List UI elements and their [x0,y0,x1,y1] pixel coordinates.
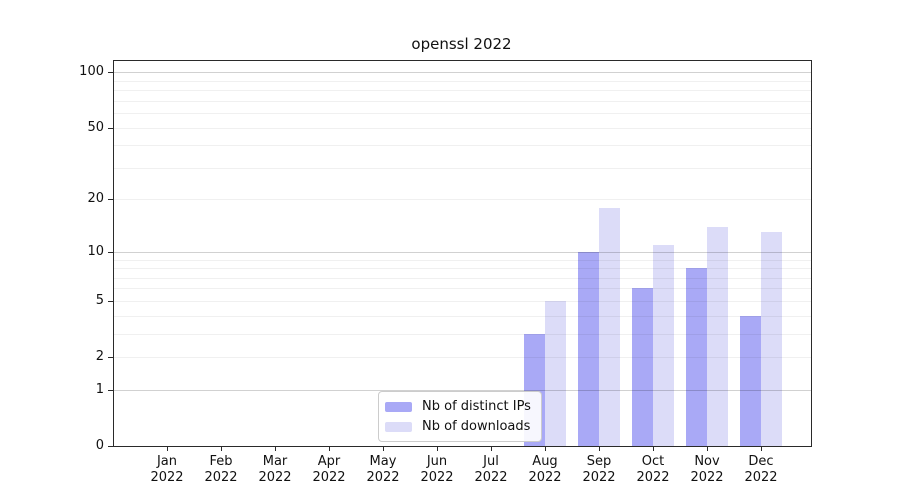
gridline-20 [114,199,811,201]
x-tick-label-may: May 2022 [353,454,413,486]
chart-title: openssl 2022 [411,35,512,53]
y-tick-label-5: 5 [95,292,104,308]
x-tick-month: Dec [748,454,774,469]
y-tick-label-1: 1 [95,381,104,397]
bar-downloads-nov [707,226,728,446]
y-tick-mark-100 [108,72,113,74]
gridline-90 [114,80,811,82]
bar-downloads-oct [653,244,674,446]
x-tick-label-apr: Apr 2022 [299,454,359,486]
x-tick-label-oct: Oct 2022 [623,454,683,486]
x-tick-year: 2022 [366,470,400,485]
x-tick-month: Jul [483,454,499,469]
legend-swatch-distinct-ips [385,401,412,412]
x-tick-month: Jun [426,454,448,469]
x-tick-mark-feb [221,447,222,451]
x-tick-mark-may [383,447,384,451]
x-tick-month: May [369,454,397,469]
x-tick-year: 2022 [528,470,562,485]
x-tick-year: 2022 [582,470,616,485]
y-tick-label-100: 100 [79,64,104,80]
legend-item-distinct-ips: Nb of distinct IPs [385,399,531,414]
bar-downloads-dec [761,232,782,446]
gridline-60 [114,113,811,115]
bar-distinct-ips-sep [578,251,599,446]
x-tick-year: 2022 [204,470,238,485]
legend-label-downloads: Nb of downloads [422,419,531,434]
x-tick-mark-mar [275,447,276,451]
y-tick-label-10: 10 [87,243,104,259]
y-tick-mark-0 [108,446,113,447]
x-tick-year: 2022 [150,470,184,485]
x-tick-year: 2022 [258,470,292,485]
x-tick-mark-oct [653,447,654,451]
bar-distinct-ips-oct [632,288,653,446]
y-tick-mark-1 [108,389,113,391]
x-tick-month: Sep [586,454,612,469]
y-tick-label-50: 50 [87,119,104,135]
bar-downloads-sep [599,207,620,446]
y-tick-label-2: 2 [95,349,104,364]
x-tick-label-jan: Jan 2022 [137,454,197,486]
x-tick-mark-sep [599,447,600,451]
bar-distinct-ips-dec [740,315,761,446]
y-tick-mark-50 [108,127,113,129]
gridline-50 [114,127,811,129]
x-tick-mark-jun [437,447,438,451]
x-tick-label-jul: Jul 2022 [461,454,521,486]
gridline-100 [114,72,811,74]
x-tick-month: Mar [262,454,288,469]
x-tick-month: Oct [641,454,665,469]
legend-swatch-downloads [385,421,412,432]
y-tick-mark-2 [108,357,113,358]
x-tick-mark-nov [707,447,708,451]
x-tick-month: Aug [532,454,558,469]
x-tick-mark-jan [167,447,168,451]
x-tick-label-nov: Nov 2022 [677,454,737,486]
y-tick-mark-20 [108,199,113,201]
legend-label-distinct-ips: Nb of distinct IPs [422,399,531,414]
x-tick-label-jun: Jun 2022 [407,454,467,486]
gridline-80 [114,90,811,92]
x-tick-year: 2022 [690,470,724,485]
x-tick-label-feb: Feb 2022 [191,454,251,486]
x-tick-year: 2022 [636,470,670,485]
x-tick-month: Jan [156,454,178,469]
bar-distinct-ips-nov [686,268,707,446]
x-tick-label-aug: Aug 2022 [515,454,575,486]
x-tick-mark-dec [761,447,762,451]
x-tick-month: Nov [694,454,720,469]
plot-area: Nb of distinct IPs Nb of downloads 100 50… [79,60,812,485]
x-tick-year: 2022 [420,470,454,485]
x-tick-label-dec: Dec 2022 [731,454,791,486]
x-tick-year: 2022 [474,470,508,485]
x-tick-label-mar: Mar 2022 [245,454,305,486]
gridline-40 [114,145,811,147]
gridline-70 [114,100,811,102]
x-tick-mark-jul [491,447,492,451]
x-tick-mark-apr [329,447,330,451]
x-tick-mark-aug [545,447,546,451]
x-tick-year: 2022 [744,470,778,485]
y-tick-mark-5 [108,300,113,302]
x-tick-label-sep: Sep 2022 [569,454,629,486]
x-tick-month: Feb [209,454,233,469]
gridline-30 [114,167,811,169]
legend: Nb of distinct IPs Nb of downloads [378,391,542,442]
y-tick-label-0: 0 [95,438,104,453]
legend-item-downloads: Nb of downloads [385,419,531,434]
y-tick-mark-10 [108,251,113,253]
bar-downloads-aug [545,300,566,446]
x-tick-month: Apr [317,454,341,469]
x-tick-year: 2022 [312,470,346,485]
y-tick-label-20: 20 [87,191,104,207]
